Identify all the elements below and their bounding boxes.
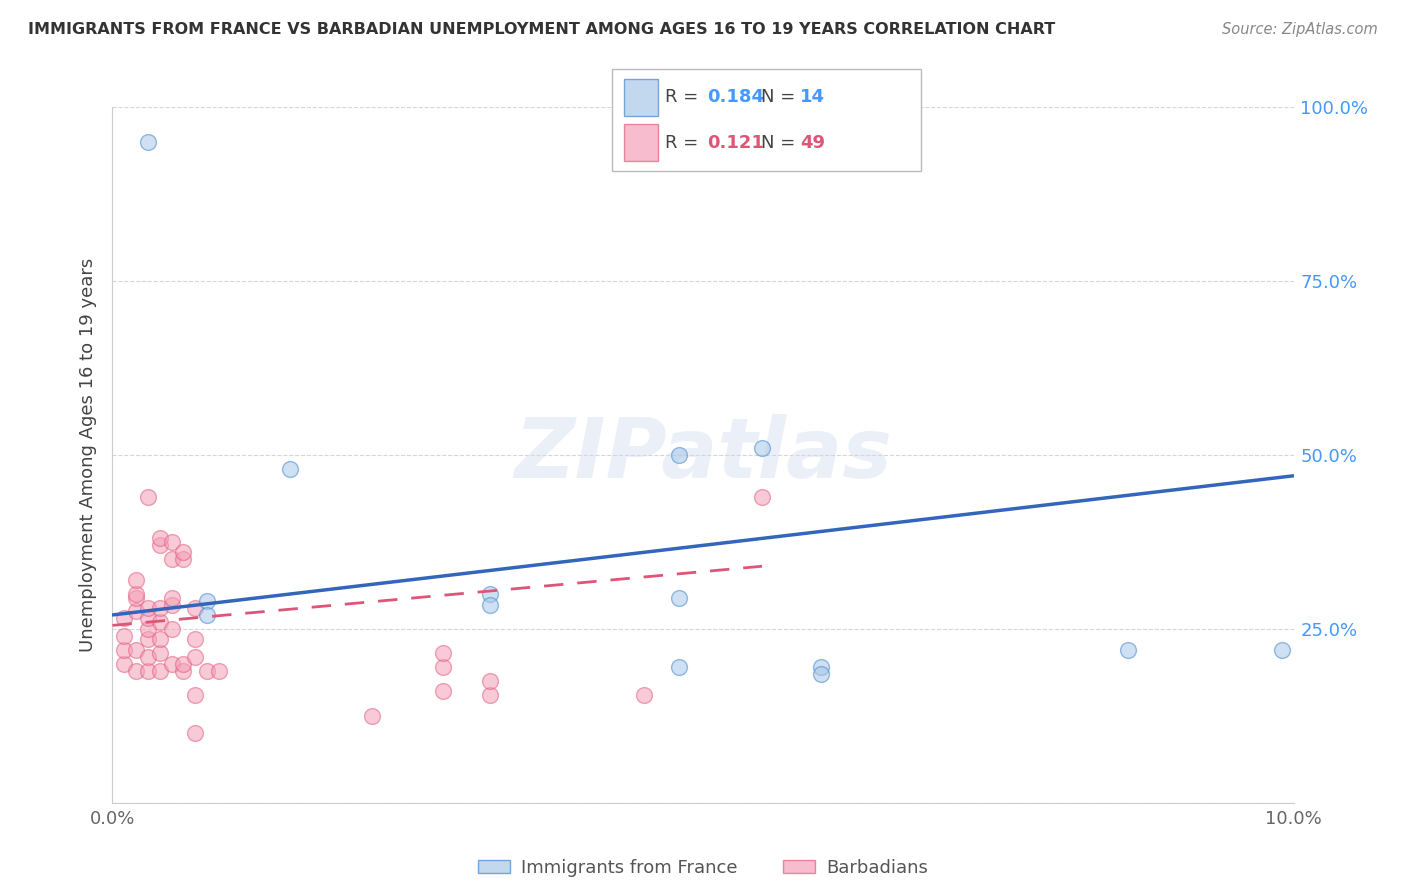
Point	[149, 664, 172, 678]
Point	[208, 664, 231, 678]
Point	[751, 441, 773, 455]
Point	[432, 646, 454, 660]
Text: N =: N =	[761, 134, 800, 152]
Point	[136, 135, 159, 149]
Point	[195, 594, 218, 608]
Point	[160, 598, 183, 612]
Point	[668, 660, 690, 674]
Text: 0.121: 0.121	[707, 134, 763, 152]
Point	[751, 490, 773, 504]
Legend: Immigrants from France, Barbadians: Immigrants from France, Barbadians	[471, 852, 935, 884]
Point	[633, 688, 655, 702]
Point	[172, 552, 194, 566]
Text: IMMIGRANTS FROM FRANCE VS BARBADIAN UNEMPLOYMENT AMONG AGES 16 TO 19 YEARS CORRE: IMMIGRANTS FROM FRANCE VS BARBADIAN UNEM…	[28, 22, 1056, 37]
Point	[668, 448, 690, 462]
Point	[112, 657, 135, 671]
Point	[184, 601, 207, 615]
Point	[136, 490, 159, 504]
Point	[668, 591, 690, 605]
Point	[361, 708, 384, 723]
Text: R =: R =	[665, 134, 704, 152]
Point	[160, 622, 183, 636]
Point	[810, 667, 832, 681]
Point	[149, 538, 172, 552]
Point	[112, 611, 135, 625]
Point	[479, 598, 502, 612]
Point	[125, 591, 148, 605]
Point	[136, 622, 159, 636]
Point	[479, 674, 502, 689]
Point	[195, 664, 218, 678]
Point	[172, 664, 194, 678]
Point	[172, 657, 194, 671]
Point	[125, 664, 148, 678]
Point	[432, 684, 454, 698]
Point	[136, 601, 159, 615]
Point	[184, 632, 207, 647]
Point	[125, 587, 148, 601]
Point	[149, 632, 172, 647]
Point	[112, 629, 135, 643]
Point	[112, 642, 135, 657]
Point	[125, 605, 148, 619]
Text: ZIPatlas: ZIPatlas	[515, 415, 891, 495]
Point	[184, 688, 207, 702]
Point	[1116, 642, 1139, 657]
Point	[184, 649, 207, 664]
Text: 0.184: 0.184	[707, 88, 765, 106]
Point	[810, 660, 832, 674]
Point	[149, 532, 172, 546]
Point	[125, 642, 148, 657]
Point	[149, 646, 172, 660]
Point	[432, 660, 454, 674]
Point	[1271, 642, 1294, 657]
Text: 14: 14	[800, 88, 825, 106]
Point	[160, 552, 183, 566]
Text: 49: 49	[800, 134, 825, 152]
Point	[125, 573, 148, 587]
Point	[136, 632, 159, 647]
Point	[184, 726, 207, 740]
Point	[195, 607, 218, 622]
Point	[479, 587, 502, 601]
Point	[136, 649, 159, 664]
Text: Source: ZipAtlas.com: Source: ZipAtlas.com	[1222, 22, 1378, 37]
Point	[172, 545, 194, 559]
Point	[160, 657, 183, 671]
Point	[278, 462, 301, 476]
Point	[149, 601, 172, 615]
Text: N =: N =	[761, 88, 800, 106]
Point	[136, 611, 159, 625]
Point	[149, 615, 172, 629]
Point	[160, 591, 183, 605]
Point	[136, 664, 159, 678]
Point	[479, 688, 502, 702]
Point	[160, 535, 183, 549]
Text: R =: R =	[665, 88, 704, 106]
Y-axis label: Unemployment Among Ages 16 to 19 years: Unemployment Among Ages 16 to 19 years	[79, 258, 97, 652]
